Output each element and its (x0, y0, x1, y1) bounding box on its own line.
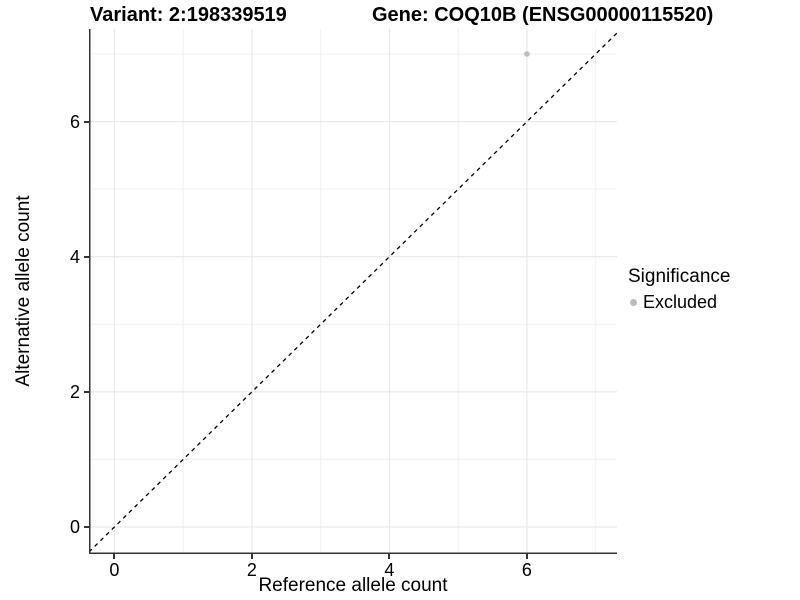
y-tick-label: 2 (69, 381, 80, 402)
identity-dashed-line (89, 32, 617, 553)
y-tick-label: 6 (69, 111, 80, 132)
legend: Significance Excluded (628, 266, 730, 313)
y-axis-label: Alternative allele count (13, 195, 34, 387)
x-tick-mark (525, 554, 528, 559)
legend-entry-label: Excluded (643, 292, 718, 312)
legend-key-dot-icon (630, 299, 637, 306)
gene-title: Gene: COQ10B (ENSG00000115520) (372, 4, 714, 26)
x-axis-label: Reference allele count (258, 575, 448, 596)
y-tick-label: 4 (69, 246, 80, 267)
legend-title: Significance (628, 266, 731, 287)
plot-panel (89, 29, 617, 554)
y-tick-label: 0 (69, 516, 80, 537)
x-tick-mark (388, 554, 391, 559)
x-tick-mark (113, 554, 116, 559)
data-point (524, 51, 530, 57)
x-tick-mark (250, 554, 253, 559)
variant-title: Variant: 2:198339519 (90, 4, 287, 26)
legend-entries: Excluded (628, 292, 730, 313)
legend-entry: Excluded (628, 292, 730, 313)
